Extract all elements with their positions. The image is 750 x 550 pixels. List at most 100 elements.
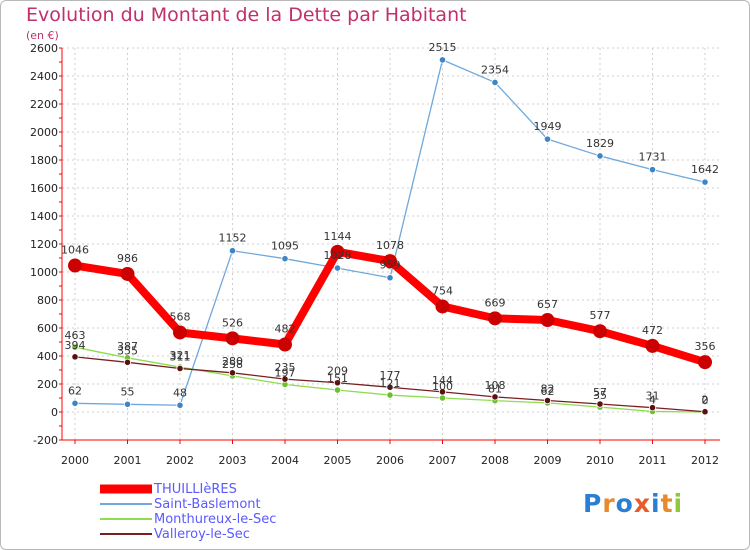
data-point: [386, 383, 394, 391]
legend-label: Valleroy-le-Sec: [154, 527, 250, 542]
x-tick-label: 2010: [586, 454, 614, 467]
data-label: 121: [380, 377, 401, 390]
data-point: [645, 338, 660, 353]
data-label: 55: [121, 385, 135, 398]
data-point: [333, 379, 342, 387]
x-tick-label: 2009: [534, 454, 562, 467]
data-label: 526: [222, 316, 243, 329]
y-tick-label: 600: [37, 322, 58, 335]
y-tick-label: 1400: [30, 210, 58, 223]
data-label: 1144: [324, 230, 352, 243]
x-tick-label: 2001: [114, 454, 142, 467]
x-tick-label: 2006: [376, 454, 404, 467]
data-point: [123, 358, 132, 366]
logo-letter: t: [660, 489, 674, 518]
data-label: 394: [65, 339, 86, 352]
data-point: [68, 258, 82, 273]
data-label: 356: [695, 340, 716, 353]
data-point: [333, 264, 342, 272]
x-tick-label: 2007: [429, 454, 457, 467]
x-tick-label: 2004: [271, 454, 299, 467]
data-point: [383, 254, 397, 269]
data-label: 986: [117, 252, 138, 265]
data-label: 959: [380, 259, 401, 272]
x-tick-label: 2008: [481, 454, 509, 467]
proxiti-logo: Proxiti: [583, 489, 683, 518]
data-point: [71, 353, 79, 361]
y-tick-label: 1800: [30, 154, 58, 167]
data-point: [543, 135, 552, 143]
data-label: 482: [275, 323, 296, 336]
y-tick-label: 0: [51, 406, 58, 419]
legend-label: Monthureux-le-Sec: [154, 512, 276, 527]
data-label: 1028: [324, 249, 352, 262]
data-point: [278, 337, 292, 352]
data-label: 1046: [61, 244, 89, 257]
data-label: 355: [117, 344, 138, 357]
data-point: [435, 299, 450, 314]
data-point: [228, 369, 237, 377]
data-point: [386, 274, 394, 282]
data-label: 1152: [219, 232, 247, 245]
data-label: 235: [275, 361, 296, 374]
data-label: 100: [432, 380, 453, 393]
y-tick-label: 2400: [30, 70, 58, 83]
data-label: 568: [170, 310, 191, 323]
data-point: [701, 178, 709, 186]
data-label: 669: [485, 296, 506, 309]
data-label: 48: [173, 386, 187, 399]
data-label: 2354: [481, 63, 509, 76]
data-point: [228, 247, 237, 255]
y-tick-label: 400: [37, 350, 58, 363]
data-point: [330, 244, 345, 259]
y-tick-label: 1200: [30, 238, 58, 251]
data-point: [333, 386, 342, 394]
data-label: 0: [702, 394, 709, 407]
legend-label: THUILLIèRES: [153, 482, 237, 497]
data-point: [701, 408, 709, 416]
data-label: 1731: [639, 151, 667, 164]
x-tick-label: 2000: [61, 454, 89, 467]
y-tick-label: 2200: [30, 98, 58, 111]
x-tick-label: 2005: [324, 454, 352, 467]
data-point: [173, 325, 187, 340]
data-label: 472: [642, 324, 663, 337]
data-label: 280: [222, 355, 243, 368]
data-label: 82: [541, 383, 555, 396]
data-label: 463: [65, 329, 86, 342]
data-point: [386, 391, 394, 399]
data-label: 2515: [429, 41, 457, 54]
data-point: [176, 401, 184, 409]
data-point: [648, 404, 657, 412]
y-tick-label: 1600: [30, 182, 58, 195]
logo-letter: o: [615, 489, 634, 518]
x-tick-label: 2003: [219, 454, 247, 467]
data-point: [596, 152, 604, 160]
logo-letter: P: [583, 489, 603, 518]
data-point: [491, 78, 499, 87]
logo-letter: r: [602, 489, 616, 518]
data-label: 62: [68, 384, 82, 397]
data-point: [438, 388, 447, 396]
data-label: 81: [488, 383, 502, 396]
data-label: 35: [593, 389, 607, 402]
data-label: 62: [541, 385, 555, 398]
data-label: 177: [380, 369, 401, 382]
data-point: [71, 343, 79, 351]
data-point: [123, 400, 132, 408]
legend-label: Saint-Baslemont: [154, 497, 261, 512]
logo-letter: i: [651, 489, 661, 518]
logo-letter: i: [673, 489, 684, 518]
data-label: 2: [702, 394, 709, 407]
data-point: [71, 399, 79, 407]
data-label: 144: [432, 374, 453, 387]
data-label: 151: [327, 372, 348, 385]
data-point: [281, 375, 289, 383]
chart-subtitle: (en €): [26, 29, 59, 42]
data-label: 657: [537, 298, 558, 311]
data-label: 577: [590, 309, 611, 322]
data-label: 1642: [691, 163, 719, 176]
y-tick-label: -200: [33, 434, 58, 447]
data-point: [120, 266, 135, 281]
